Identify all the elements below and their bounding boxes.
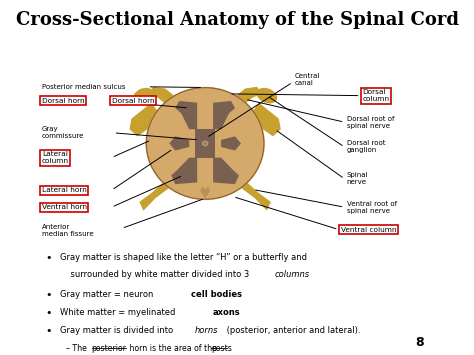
Ellipse shape	[202, 141, 208, 146]
Polygon shape	[171, 158, 197, 184]
Text: Gray matter is shaped like the letter “H” or a butterfly and: Gray matter is shaped like the letter “H…	[60, 253, 307, 262]
Text: Anterior
median fissure: Anterior median fissure	[42, 224, 93, 237]
Text: Central
canal: Central canal	[295, 73, 320, 86]
Text: Dorsal horn: Dorsal horn	[111, 98, 154, 104]
Text: horns: horns	[195, 326, 219, 335]
Text: – The: – The	[66, 344, 89, 353]
Text: White matter = myelinated: White matter = myelinated	[60, 308, 178, 317]
Ellipse shape	[133, 88, 154, 103]
Polygon shape	[229, 174, 271, 211]
Polygon shape	[221, 136, 241, 151]
Text: Cross-Sectional Anatomy of the Spinal Cord: Cross-Sectional Anatomy of the Spinal Co…	[16, 11, 458, 29]
Text: 8: 8	[416, 336, 424, 349]
Polygon shape	[139, 174, 181, 211]
Text: Ventral root of
spinal nerve: Ventral root of spinal nerve	[346, 201, 397, 214]
Text: horn is the area of the: horn is the area of the	[128, 344, 220, 353]
Text: cell bodies: cell bodies	[191, 290, 242, 300]
Text: Posterior median sulcus: Posterior median sulcus	[42, 84, 125, 90]
Text: Dorsal root of
spinal nerve: Dorsal root of spinal nerve	[346, 116, 394, 129]
Text: columns: columns	[275, 270, 310, 279]
Text: Gray matter is divided into: Gray matter is divided into	[60, 326, 175, 335]
Ellipse shape	[146, 87, 265, 200]
Ellipse shape	[146, 88, 264, 199]
Text: posts: posts	[211, 344, 232, 353]
Text: Dorsal root
ganglion: Dorsal root ganglion	[346, 141, 385, 153]
Text: Lateral
column: Lateral column	[42, 151, 69, 164]
Text: Ventral horn: Ventral horn	[42, 204, 87, 210]
Polygon shape	[175, 101, 197, 129]
Text: Gray matter = neuron: Gray matter = neuron	[60, 290, 156, 300]
Text: axons: axons	[213, 308, 241, 317]
Text: Gray
commissure: Gray commissure	[42, 126, 84, 139]
Text: Dorsal
column: Dorsal column	[363, 89, 390, 102]
Polygon shape	[201, 186, 210, 198]
Text: Dorsal horn: Dorsal horn	[42, 98, 84, 104]
Polygon shape	[213, 158, 239, 184]
Text: •: •	[46, 308, 52, 318]
Polygon shape	[169, 136, 189, 151]
Text: •: •	[46, 290, 52, 300]
Text: (posterior, anterior and lateral).: (posterior, anterior and lateral).	[224, 326, 361, 335]
Polygon shape	[251, 103, 281, 136]
Text: Lateral horn: Lateral horn	[42, 187, 87, 193]
Text: surrounded by white matter divided into 3: surrounded by white matter divided into …	[60, 270, 252, 279]
Polygon shape	[129, 103, 159, 136]
Polygon shape	[195, 129, 215, 158]
Ellipse shape	[256, 88, 277, 103]
Polygon shape	[213, 101, 235, 129]
Polygon shape	[147, 87, 189, 113]
Text: •: •	[46, 253, 52, 263]
Text: Ventral column: Ventral column	[341, 226, 396, 233]
Polygon shape	[221, 87, 263, 113]
Text: posterior: posterior	[91, 344, 127, 353]
Text: Spinal
nerve: Spinal nerve	[346, 173, 368, 185]
Text: •: •	[46, 326, 52, 336]
Ellipse shape	[203, 142, 207, 145]
